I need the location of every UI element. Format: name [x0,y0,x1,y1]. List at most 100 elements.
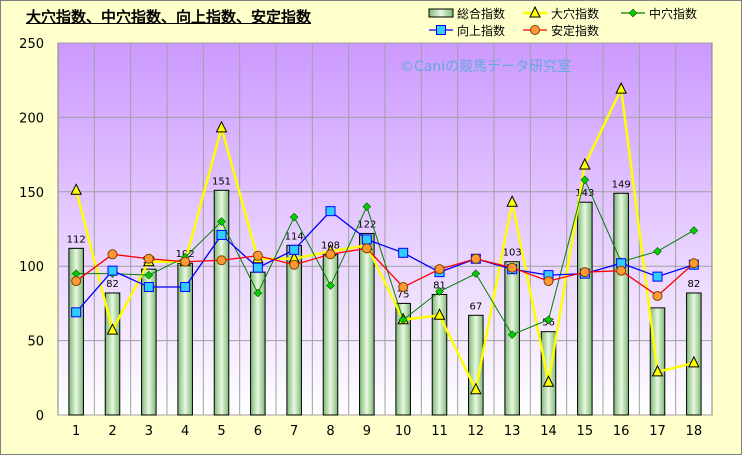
point [435,287,444,296]
point [580,175,590,185]
bar-data-label: 149 [612,179,631,190]
point [689,226,699,235]
legend-item: 向上指数 [429,23,505,38]
point [325,249,336,260]
x-tick-label: 15 [577,424,594,439]
point [106,323,119,335]
bar-data-label: 114 [285,231,304,242]
bar-data-label: 112 [67,234,86,245]
point [398,282,409,293]
legend-label: 中穴指数 [649,6,697,21]
point [361,234,372,245]
x-tick-label: 9 [363,424,371,439]
x-tick-label: 18 [686,424,703,439]
point [216,255,227,266]
x-tick-label: 13 [504,424,521,439]
bar-data-label: 143 [575,188,594,199]
legend-label: 総合指数 [457,6,505,21]
bar [613,192,629,416]
point [652,290,663,301]
x-tick-label: 16 [613,424,630,439]
point [688,258,699,269]
point [217,217,226,226]
point [628,8,638,18]
point [507,262,518,273]
bar [686,292,702,416]
point [107,265,118,276]
bar [395,302,411,416]
bar-data-label: 75 [397,289,410,300]
point [542,375,555,387]
point [470,253,481,264]
point [543,276,554,287]
point [433,308,446,320]
x-tick-label: 11 [431,424,448,439]
x-tick-label: 6 [254,424,262,439]
point [616,265,627,276]
point [688,355,700,368]
point [107,249,118,260]
y-tick-label: 50 [27,335,44,350]
bar [577,201,593,416]
point [530,25,540,35]
x-tick-label: 5 [217,424,225,439]
x-tick-label: 10 [395,424,412,439]
point [653,246,662,256]
y-tick-label: 250 [19,37,44,52]
point [651,364,664,377]
bar-data-label: 81 [433,280,446,291]
line-series [70,82,700,395]
point [434,264,445,275]
watermark: ©Caniの競馬データ研究室 [400,58,571,75]
point [507,330,517,340]
point [506,195,518,207]
bar [213,189,230,416]
y-tick-label: 100 [19,260,44,275]
bar [322,253,339,416]
x-tick-label: 7 [290,424,298,439]
point [544,315,553,325]
series-circle [71,243,699,301]
series-line [75,247,695,297]
point [398,247,409,258]
point [71,307,82,318]
point [325,206,336,217]
series-line [76,178,695,336]
y-tick-label: 150 [19,186,44,201]
point [579,157,591,170]
y-tick-label: 0 [36,409,44,424]
point [289,212,299,222]
point [252,262,263,273]
point [471,269,481,278]
legend-label: 大穴指数 [551,6,599,21]
point [143,253,154,264]
bar [540,331,557,416]
point [579,267,590,278]
bar-series [68,189,702,416]
legend-item: 中穴指数 [621,6,697,21]
point [652,271,663,282]
bar [359,232,375,416]
bar-data-label: 67 [469,301,482,312]
legend-item: 安定指数 [523,23,599,38]
chart-title: 大穴指数、中穴指数、向上指数、安定指数 [26,8,312,26]
point [180,256,191,267]
point [361,243,372,254]
bar-data-label: 82 [687,279,700,290]
point [529,5,541,18]
point [470,382,482,395]
point [289,244,300,255]
bar [68,247,84,416]
bar-data-label: 82 [106,279,119,290]
point [436,25,446,35]
y-tick-label: 200 [19,111,44,126]
x-tick-label: 14 [540,424,557,439]
bar-data-label: 103 [503,248,522,259]
point [615,82,627,94]
legend-item: 総合指数 [428,6,505,21]
x-tick-label: 4 [181,424,189,439]
x-tick-label: 8 [326,424,334,439]
bar [141,268,157,416]
